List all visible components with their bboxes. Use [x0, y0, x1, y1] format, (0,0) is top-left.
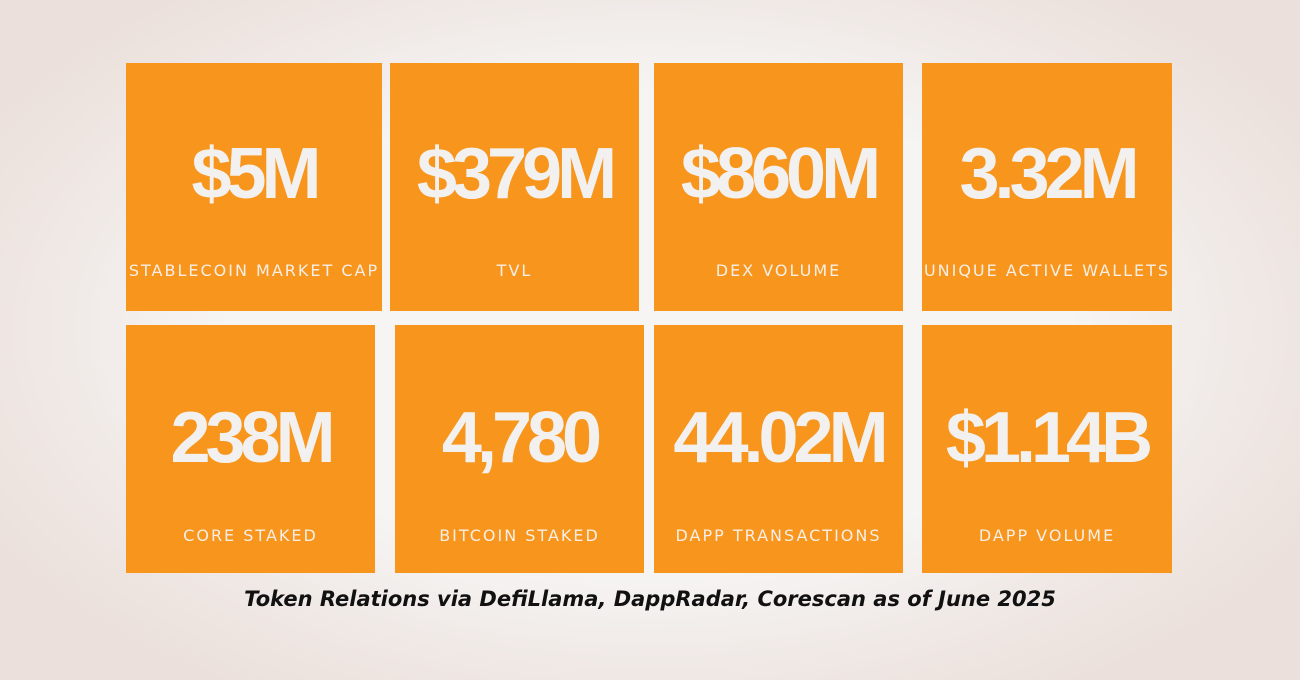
- stat-card-stablecoin-market-cap: $5M STABLECOIN MARKET CAP: [126, 63, 382, 311]
- stat-card-core-staked: 238M CORE STAKED: [126, 325, 375, 573]
- stat-value: $860M: [680, 134, 881, 214]
- stat-label: DAPP TRANSACTIONS: [675, 526, 882, 545]
- stat-card-dapp-volume: $1.14B DAPP VOLUME: [922, 325, 1172, 573]
- stat-label: CORE STAKED: [183, 526, 318, 545]
- stat-label: DEX VOLUME: [715, 261, 842, 280]
- stat-card-dapp-transactions: 44.02M DAPP TRANSACTIONS: [654, 325, 903, 573]
- stat-value: 3.32M: [959, 134, 1139, 214]
- source-caption: Token Relations via DefiLlama, DappRadar…: [244, 587, 1056, 611]
- stat-value: 44.02M: [673, 398, 888, 478]
- stat-label: STABLECOIN MARKET CAP: [128, 261, 380, 280]
- stat-label: DAPP VOLUME: [978, 526, 1116, 545]
- stat-label: BITCOIN STAKED: [439, 526, 600, 545]
- stat-card-dex-volume: $860M DEX VOLUME: [654, 63, 903, 311]
- stat-card-bitcoin-staked: 4,780 BITCOIN STAKED: [395, 325, 644, 573]
- stat-value: $5M: [191, 134, 321, 214]
- stat-value: 4,780: [441, 398, 602, 478]
- stat-value: $1.14B: [945, 398, 1153, 478]
- stat-card-tvl: $379M TVL: [390, 63, 639, 311]
- stat-value: 238M: [170, 398, 335, 478]
- stat-label: UNIQUE ACTIVE WALLETS: [923, 261, 1171, 280]
- stat-value: $379M: [416, 134, 617, 214]
- stat-label: TVL: [496, 261, 533, 280]
- stat-card-unique-active-wallets: 3.32M UNIQUE ACTIVE WALLETS: [922, 63, 1172, 311]
